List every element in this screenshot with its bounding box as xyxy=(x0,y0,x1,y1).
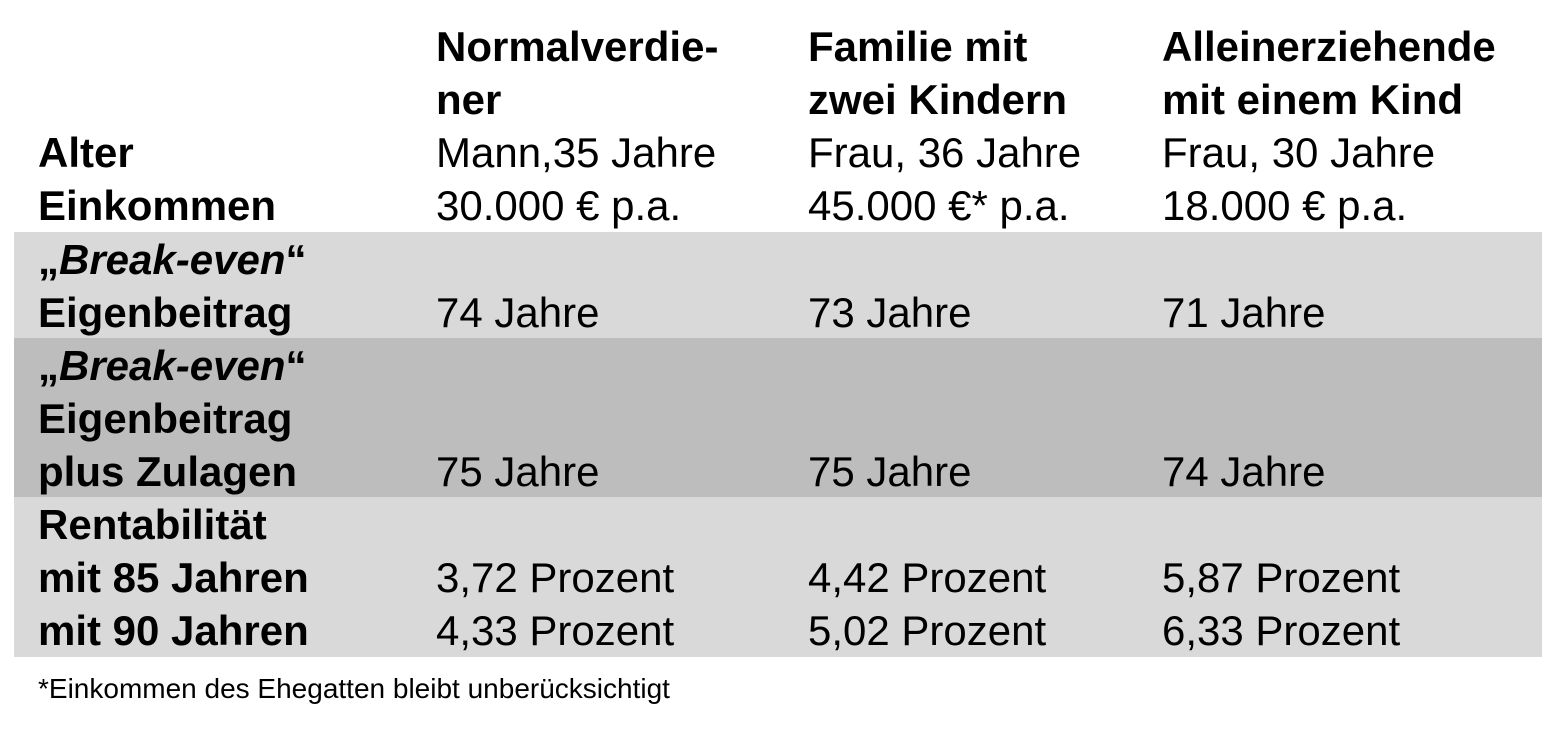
value-90-col1: 4,33 Prozent xyxy=(436,607,675,654)
value-breakeven1-col1: 74 Jahre xyxy=(436,289,600,336)
quote-close: “ xyxy=(285,236,307,283)
header-col1-line1: Normalverdie- xyxy=(436,23,719,70)
label-eigenbeitrag: Eigenbeitrag xyxy=(38,395,293,442)
label-mit-90: mit 90 Jahren xyxy=(38,607,309,654)
header-col2-line2: zwei Kindern xyxy=(808,76,1068,123)
value-85-col3: 5,87 Prozent xyxy=(1162,554,1401,601)
label-eigenbeitrag: Eigenbeitrag xyxy=(38,289,293,336)
value-85-col1: 3,72 Prozent xyxy=(436,554,675,601)
value-breakeven2-col2: 75 Jahre xyxy=(808,448,972,495)
label-column-top: Alter Einkommen xyxy=(38,126,276,232)
value-breakeven1-col3: 71 Jahre xyxy=(1162,289,1326,336)
label-rentabilitaet-block: Rentabilität mit 85 Jahren mit 90 Jahren xyxy=(38,498,309,657)
quote-open: „ xyxy=(38,236,59,283)
header-col1-line2: ner xyxy=(436,76,502,123)
value-einkommen-col2: 45.000 €* p.a. xyxy=(808,182,1070,229)
value-einkommen-col1: 30.000 € p.a. xyxy=(436,182,682,229)
value-90-col3: 6,33 Prozent xyxy=(1162,607,1401,654)
label-break-even-zulagen: „Break-even“ Eigenbeitrag plus Zulagen xyxy=(38,339,306,498)
rentabilitaet-col3: 5,87 Prozent 6,33 Prozent xyxy=(1162,551,1400,657)
value-alter-col1: Mann,35 Jahre xyxy=(436,129,717,176)
value-breakeven1-col2: 73 Jahre xyxy=(808,289,972,336)
label-break-even: „Break-even“ Eigenbeitrag xyxy=(38,233,306,339)
header-col3-line1: Alleinerziehende xyxy=(1162,23,1496,70)
footnote: *Einkommen des Ehegatten bleibt unberück… xyxy=(38,673,670,704)
column-familie: Familie mit zwei Kindern Frau, 36 Jahre … xyxy=(808,20,1081,232)
header-col2-line1: Familie mit xyxy=(808,23,1028,70)
label-mit-85: mit 85 Jahren xyxy=(38,554,309,601)
row-band-break-even xyxy=(14,232,1542,338)
row-band-break-even-zulagen xyxy=(14,338,1542,497)
quote-close: “ xyxy=(285,342,307,389)
quote-open: „ xyxy=(38,342,59,389)
value-alter-col2: Frau, 36 Jahre xyxy=(808,129,1082,176)
value-90-col2: 5,02 Prozent xyxy=(808,607,1047,654)
label-break-even-italic: Break-even xyxy=(59,342,286,389)
column-normalverdiener: Normalverdie- ner Mann,35 Jahre 30.000 €… xyxy=(436,20,718,232)
label-plus-zulagen: plus Zulagen xyxy=(38,448,298,495)
label-einkommen: Einkommen xyxy=(38,182,277,229)
value-85-col2: 4,42 Prozent xyxy=(808,554,1047,601)
rentabilitaet-col1: 3,72 Prozent 4,33 Prozent xyxy=(436,551,674,657)
value-breakeven2-col3: 74 Jahre xyxy=(1162,448,1326,495)
label-rentabilitaet: Rentabilität xyxy=(38,501,267,548)
column-alleinerziehende: Alleinerziehende mit einem Kind Frau, 30… xyxy=(1162,20,1496,232)
value-alter-col3: Frau, 30 Jahre xyxy=(1162,129,1436,176)
label-break-even-italic: Break-even xyxy=(59,236,286,283)
row-band-rentabilitaet xyxy=(14,497,1542,657)
value-breakeven2-col1: 75 Jahre xyxy=(436,448,600,495)
label-alter: Alter xyxy=(38,129,134,176)
rentabilitaet-col2: 4,42 Prozent 5,02 Prozent xyxy=(808,551,1046,657)
header-col3-line2: mit einem Kind xyxy=(1162,76,1464,123)
value-einkommen-col3: 18.000 € p.a. xyxy=(1162,182,1408,229)
